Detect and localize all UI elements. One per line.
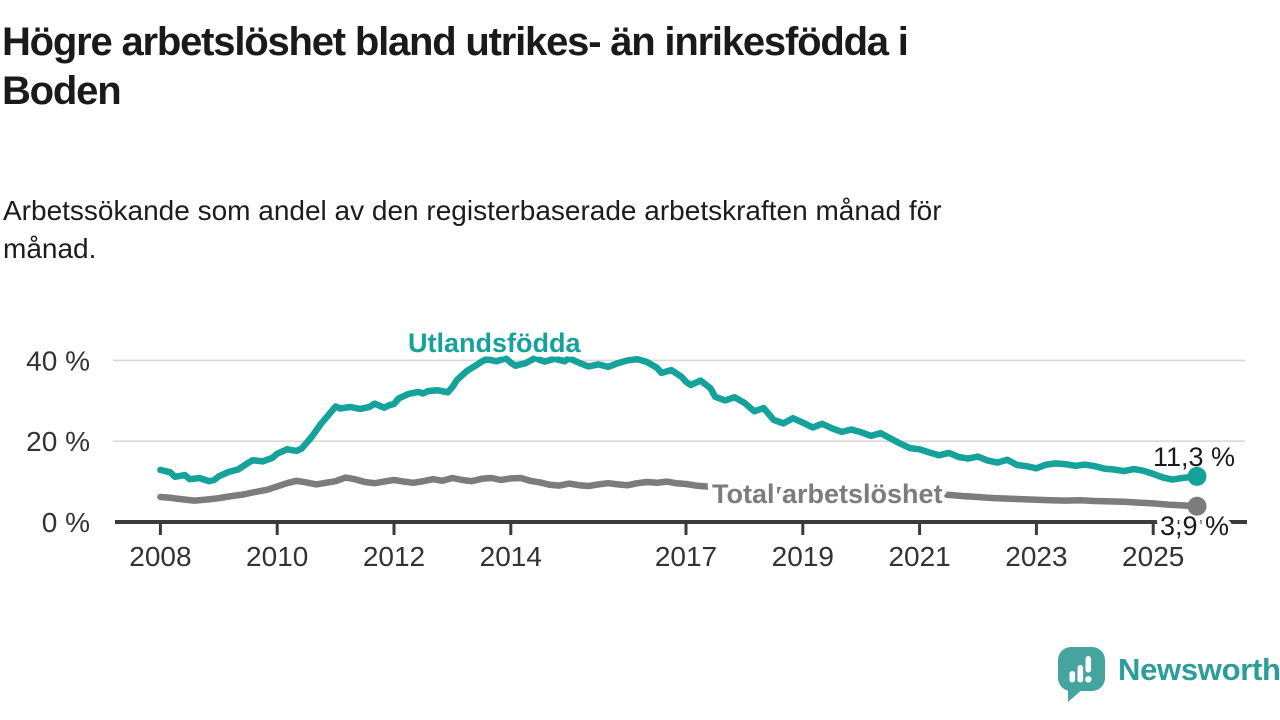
x-tick-label: 2010 [246,541,308,572]
chart-subtitle: Arbetssökande som andel av den registerb… [3,195,942,265]
series-label: Utlandsfödda [408,328,581,358]
newsworthy-logo-icon [1058,647,1105,702]
y-tick-label: 40 % [26,345,90,376]
series-line [157,474,1201,510]
end-value-label: 3,9 % [1160,511,1229,541]
x-tick-label: 2023 [1005,541,1067,572]
series-end-dot [1187,466,1207,486]
brand-name: Newsworthy [1118,651,1280,687]
series-end-dot [1187,496,1207,516]
y-tick-label: 20 % [26,426,90,457]
end-value-label: 11,3 % [1153,442,1235,472]
x-tick-label: 2021 [888,541,950,572]
x-tick-label: 2008 [129,541,191,572]
page-title: Högre arbetslöshet bland utrikes- än inr… [2,20,909,113]
brand-footer: Newsworthy [1056,645,1280,703]
line-chart: 2008 2010 2012 2014 2017 2019 2021 2023 2025 0 % 2… [0,300,1280,630]
x-tick-label: 2025 [1122,541,1184,572]
series-label: Total arbetslöshet [712,479,943,509]
y-tick-label: 0 % [42,507,90,538]
series-line [157,354,1201,485]
x-tick-label: 2014 [480,541,542,572]
chart-canvas: 2008 2010 2012 2014 2017 2019 2021 2023 2025 0 % 2… [26,324,1247,572]
x-tick-label: 2017 [655,541,717,572]
x-tick-label: 2019 [772,541,834,572]
x-tick-label: 2012 [363,541,425,572]
